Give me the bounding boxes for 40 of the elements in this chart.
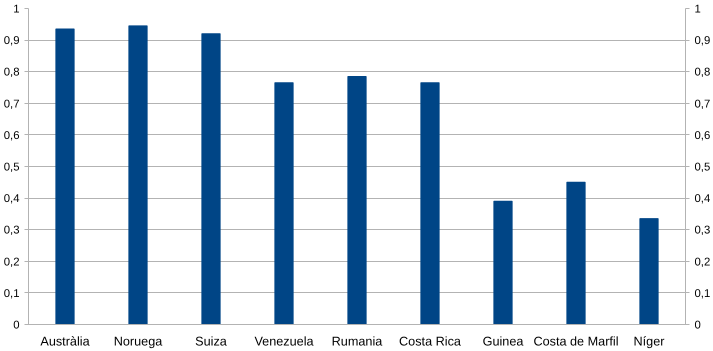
y-tick-label: 0,7	[4, 98, 20, 110]
x-tick-label: Suiza	[195, 334, 228, 348]
y-tick-label: 0,2	[4, 256, 20, 268]
bar	[55, 28, 75, 324]
y-tick-label: 0,4	[4, 193, 20, 206]
bar	[274, 82, 294, 324]
y-tick-label: 0,3	[4, 224, 20, 237]
x-tick-label: Guinea	[482, 334, 524, 348]
y-tick-label: 1	[13, 4, 20, 16]
x-tick-label: Noruega	[114, 334, 164, 348]
y2-tick-label: 0,5	[694, 162, 710, 174]
bar	[639, 218, 659, 324]
y-tick-label: 0	[13, 320, 20, 332]
bar	[347, 76, 367, 324]
x-tick-label: Rumania	[332, 334, 384, 348]
bar	[566, 182, 586, 324]
y2-tick-label: 0,9	[694, 35, 710, 48]
y2-tick-label: 0,7	[694, 98, 710, 110]
bar	[493, 200, 513, 324]
y2-tick-label: 0,1	[694, 288, 710, 300]
bar	[420, 82, 440, 324]
bar	[128, 25, 148, 324]
y2-tick-label: 0,6	[694, 130, 710, 142]
y2-tick-label: 0	[694, 320, 701, 332]
y-tick-label: 0,6	[4, 130, 20, 142]
y2-tick-label: 0,4	[694, 193, 710, 206]
x-tick-label: Costa de Marfil	[533, 334, 619, 348]
x-tick-label: Austràlia	[40, 334, 91, 348]
y-tick-label: 0,1	[4, 288, 20, 300]
y-tick-label: 0,9	[4, 35, 20, 48]
x-tick-label: Níger	[634, 334, 664, 348]
y-tick-label: 0,5	[4, 162, 20, 174]
x-tick-label: Venezuela	[254, 334, 315, 348]
y2-tick-label: 0,2	[694, 256, 710, 268]
bar	[201, 33, 221, 324]
y-tick-label: 0,8	[4, 66, 20, 79]
x-tick-label: Costa Rica	[399, 334, 462, 348]
y2-tick-label: 1	[694, 4, 701, 16]
y2-tick-label: 0,8	[694, 66, 710, 79]
y2-tick-label: 0,3	[694, 224, 710, 237]
